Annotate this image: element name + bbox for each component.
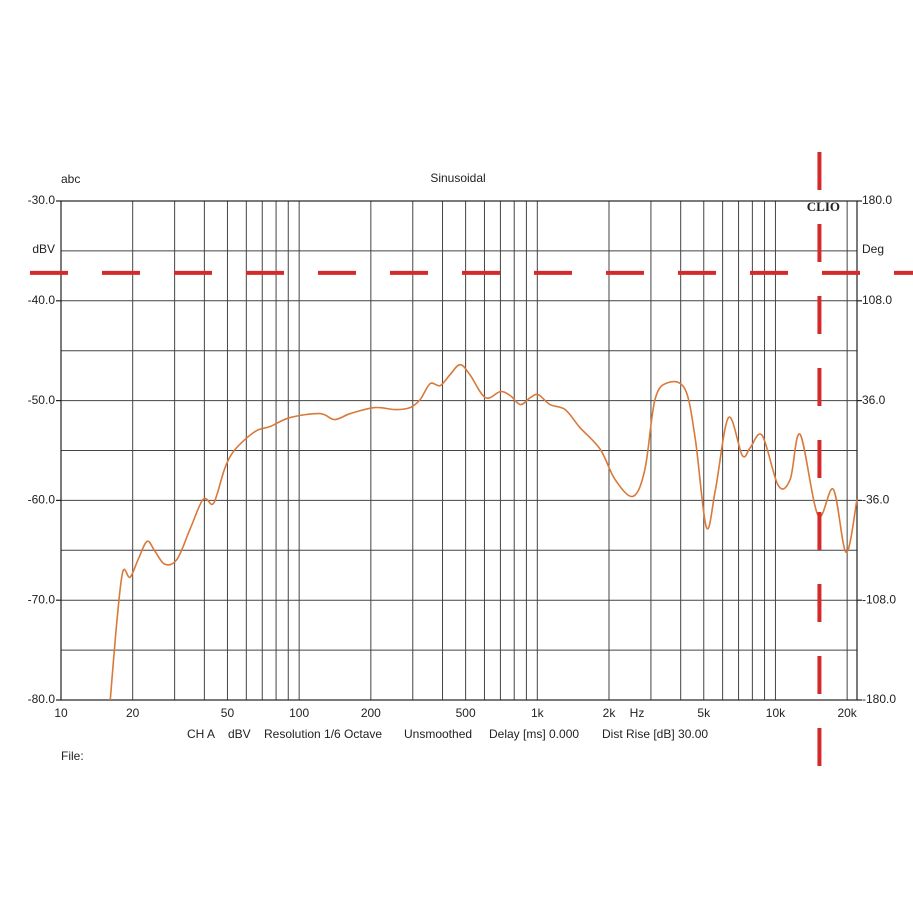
x-tick-label: 5k — [697, 706, 711, 720]
footer-item: Resolution 1/6 Octave — [264, 727, 382, 741]
response-curve — [109, 363, 858, 701]
x-tick-label: 20k — [837, 706, 857, 720]
y2-tick-label: -180.0 — [862, 692, 896, 706]
footer-item: Dist Rise [dB] 30.00 — [602, 727, 708, 741]
x-tick-label: 10 — [54, 706, 68, 720]
x-unit: Hz — [630, 706, 645, 720]
y2-axis-label: Deg — [862, 242, 884, 256]
x-tick-label: 200 — [361, 706, 381, 720]
y2-tick-label: -36.0 — [862, 493, 890, 507]
y2-tick-label: 108.0 — [862, 293, 892, 307]
corner-label: abc — [61, 172, 80, 186]
footer-item: Delay [ms] 0.000 — [489, 727, 579, 741]
x-tick-label: 1k — [531, 706, 545, 720]
y2-tick-label: -108.0 — [862, 592, 896, 606]
footer-item: dBV — [228, 727, 251, 741]
y-tick-label: -30.0 — [28, 193, 56, 207]
x-tick-label: 2k — [603, 706, 617, 720]
footer-item: Unsmoothed — [404, 727, 472, 741]
brand: CLIO — [807, 199, 840, 214]
y-tick-label: -50.0 — [28, 393, 56, 407]
plot-frame — [60, 200, 858, 701]
chart-title: Sinusoidal — [430, 171, 485, 185]
x-tick-label: 20 — [126, 706, 140, 720]
x-tick-label: 100 — [289, 706, 309, 720]
y2-tick-label: 36.0 — [862, 393, 886, 407]
x-tick-label: 50 — [221, 706, 235, 720]
y-tick-label: -70.0 — [28, 592, 56, 606]
y-tick-label: -80.0 — [28, 692, 56, 706]
footer-item: CH A — [187, 727, 215, 741]
y-tick-label: -40.0 — [28, 293, 56, 307]
y-tick-label: -60.0 — [28, 493, 56, 507]
file-label: File: — [61, 749, 84, 763]
y-axis-label: dBV — [32, 242, 55, 256]
x-tick-label: 500 — [456, 706, 476, 720]
y2-tick-label: 180.0 — [862, 193, 892, 207]
x-tick-label: 10k — [766, 706, 786, 720]
